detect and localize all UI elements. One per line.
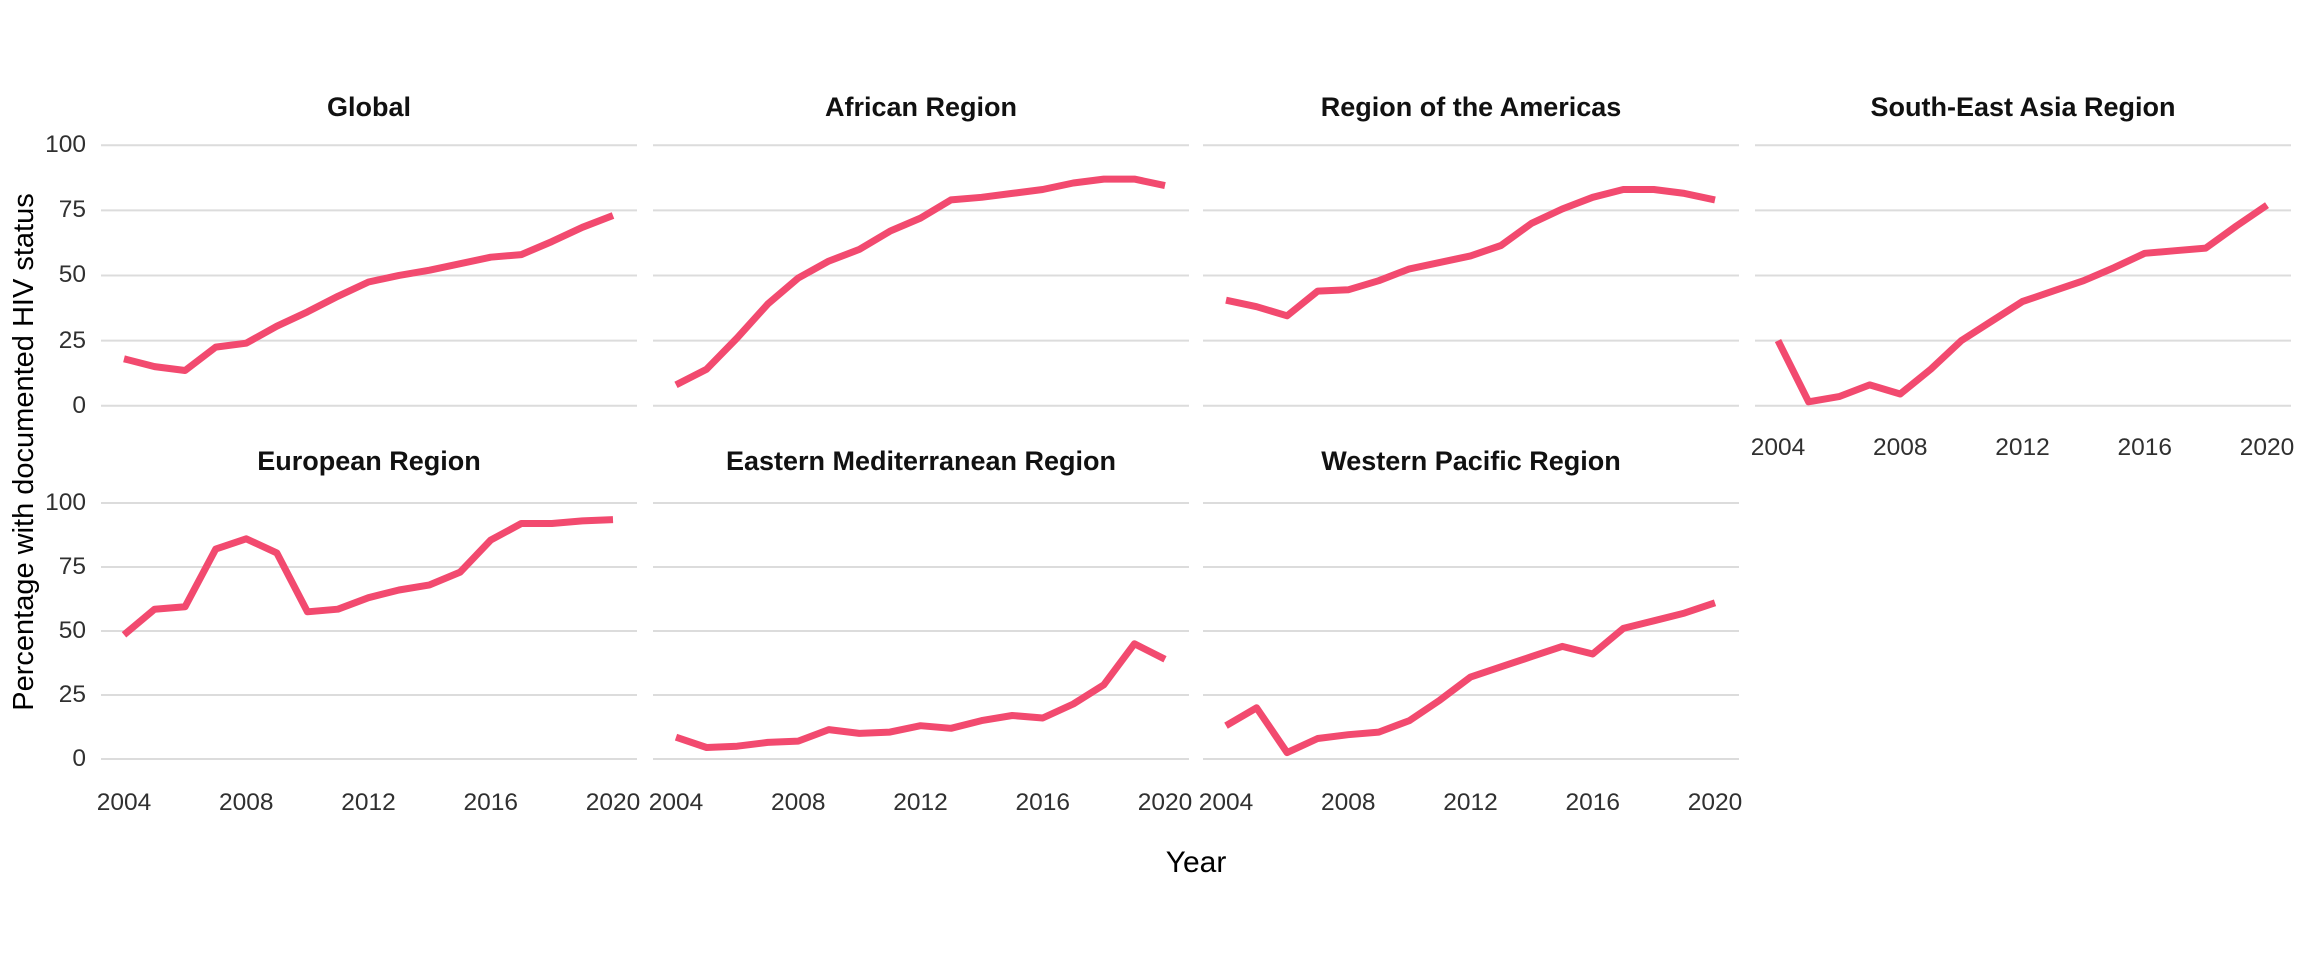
panel-global <box>101 132 637 419</box>
panel-plot <box>1203 502 1739 760</box>
y-tick-label: 75 <box>58 196 86 224</box>
panel-african-region <box>653 132 1189 419</box>
panel-plot <box>1203 144 1739 407</box>
trend-line-global <box>123 212 615 374</box>
panel-title: European Region <box>257 446 481 476</box>
panel-european-region <box>101 490 637 772</box>
x-tick-label: 2004 <box>648 789 704 816</box>
x-tick-label: 2004 <box>96 789 152 816</box>
panel-western-pacific-region <box>1203 490 1739 772</box>
y-tick-label: 75 <box>58 553 86 580</box>
x-tick-label: 2016 <box>2117 434 2172 461</box>
x-tick-label: 2012 <box>1443 789 1498 816</box>
x-tick-label: 2020 <box>585 789 641 816</box>
x-axis-title: Year <box>1165 846 1227 879</box>
panel-region-of-the-americas <box>1203 132 1739 419</box>
trend-line-south-east-asia-region <box>1774 202 2269 406</box>
panel-plot <box>1755 144 2291 407</box>
panel-title: African Region <box>824 92 1018 122</box>
x-tick-label: 2004 <box>1750 434 1806 461</box>
x-tick-label: 2008 <box>770 789 826 816</box>
panel-plot <box>653 144 1189 407</box>
x-tick-label: 2004 <box>1198 789 1254 816</box>
panel-plot <box>653 502 1189 760</box>
x-tick-label: 2020 <box>1687 789 1743 816</box>
y-tick-label: 25 <box>58 681 86 708</box>
y-tick-label: 100 <box>45 131 86 159</box>
x-tick-label: 2008 <box>218 789 274 816</box>
x-tick-label: 2008 <box>1872 434 1928 461</box>
x-tick-label: 2016 <box>1015 789 1070 816</box>
panel-title: Region of the Americas <box>1320 92 1622 122</box>
y-tick-label: 50 <box>58 617 86 644</box>
trend-line-western-pacific-region <box>1224 599 1717 757</box>
x-tick-label: 2020 <box>1137 789 1193 816</box>
panel-title: Global <box>326 92 411 122</box>
panel-title: South-East Asia Region <box>1870 92 2176 122</box>
y-tick-label: 25 <box>58 326 86 354</box>
panel-title: Western Pacific Region <box>1321 446 1621 476</box>
y-tick-label: 0 <box>72 745 86 772</box>
x-tick-label: 2008 <box>1320 789 1376 816</box>
trend-line-african-region <box>674 175 1166 389</box>
x-tick-label: 2020 <box>2239 434 2295 461</box>
panel-eastern-mediterranean-region <box>653 490 1189 772</box>
x-tick-label: 2016 <box>463 789 518 816</box>
panel-plot <box>101 502 637 760</box>
trend-line-eastern-mediterranean-region <box>674 640 1167 751</box>
y-tick-label: 100 <box>45 489 86 516</box>
panel-plot <box>101 144 637 407</box>
y-tick-label: 50 <box>58 261 86 289</box>
x-tick-label: 2012 <box>893 789 948 816</box>
trend-line-european-region <box>121 516 614 638</box>
trend-line-region-of-the-americas <box>1225 186 1716 320</box>
x-tick-label: 2012 <box>1995 434 2050 461</box>
y-tick-label: 0 <box>72 391 86 419</box>
panel-title: Eastern Mediterranean Region <box>725 446 1117 476</box>
x-tick-label: 2016 <box>1565 789 1620 816</box>
panel-south-east-asia-region <box>1755 132 2291 419</box>
x-tick-label: 2012 <box>341 789 396 816</box>
